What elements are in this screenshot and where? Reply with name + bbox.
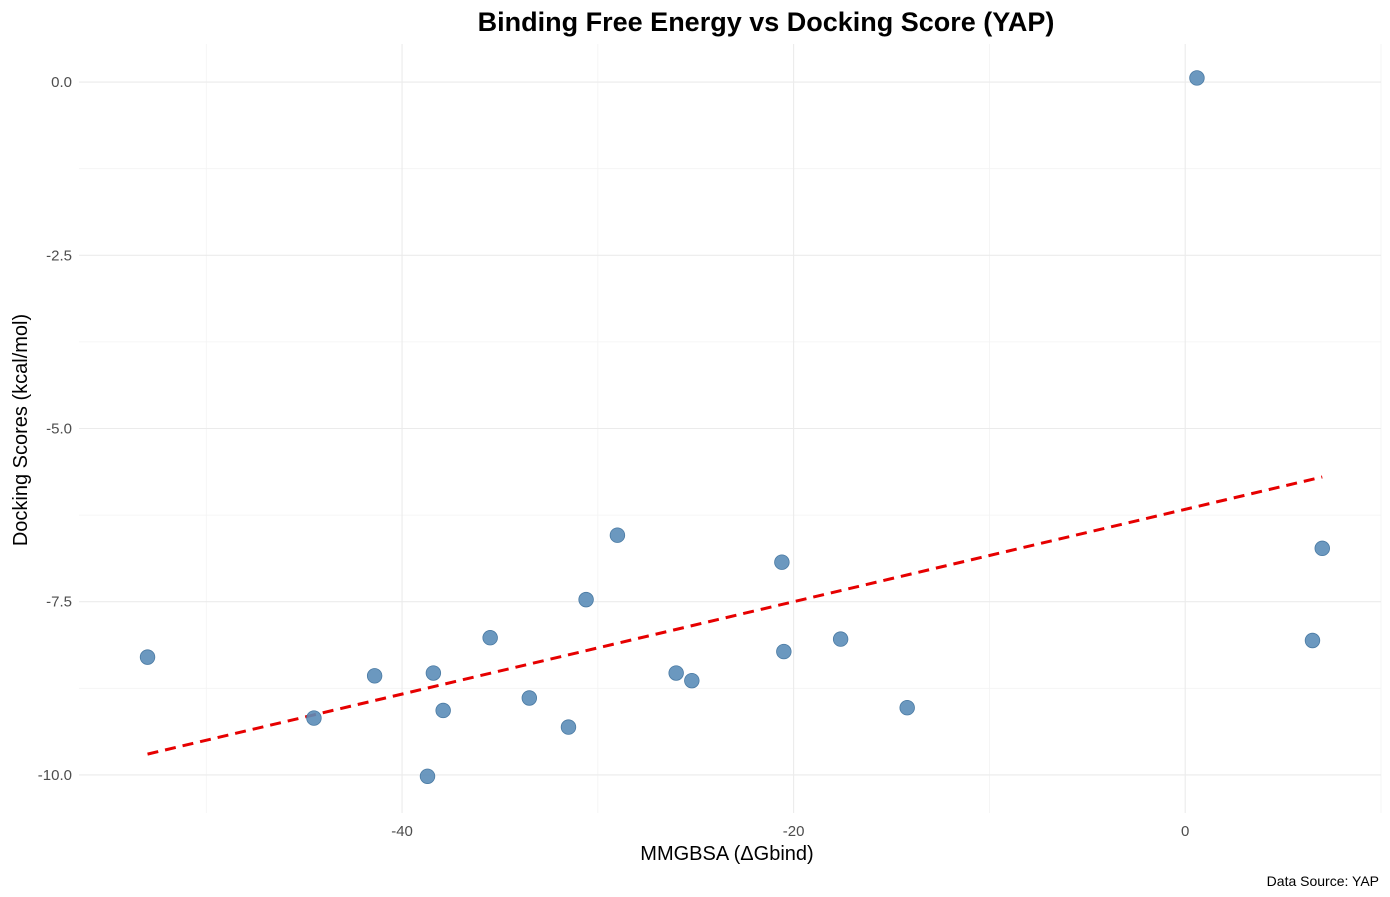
- x-axis-label: MMGBSA (ΔGbind): [640, 843, 813, 865]
- data-point: [521, 690, 538, 706]
- data-point: [776, 643, 792, 660]
- x-tick-labels: -40 -20 0: [391, 823, 1189, 840]
- x-tick-label: -40: [391, 823, 413, 840]
- y-tick-label: -10.0: [38, 767, 72, 784]
- data-point: [1314, 540, 1330, 557]
- data-point: [366, 668, 383, 684]
- data-point: [684, 672, 700, 689]
- x-tick-label: -20: [783, 823, 805, 840]
- chart-title: Binding Free Energy vs Docking Score (YA…: [478, 7, 1055, 37]
- points-layer: [139, 70, 1330, 784]
- y-tick-labels: 0.0 -2.5 -5.0 -7.5 -10.0: [38, 74, 72, 784]
- data-point: [419, 768, 436, 784]
- data-point: [139, 649, 156, 665]
- y-tick-label: -2.5: [46, 247, 72, 264]
- data-point: [774, 554, 790, 570]
- data-point: [425, 665, 442, 681]
- data-point: [578, 591, 594, 608]
- data-source-caption: Data Source: YAP: [1267, 873, 1379, 889]
- data-point: [899, 699, 915, 716]
- y-tick-label: -5.0: [46, 421, 72, 438]
- trend-line-layer: [147, 475, 1323, 756]
- grid: [79, 44, 1382, 813]
- y-axis-label: Docking Scores (kcal/mol): [10, 314, 32, 546]
- trend-line: [147, 475, 1323, 756]
- data-point: [668, 665, 684, 681]
- data-point: [560, 719, 577, 735]
- data-point: [1304, 632, 1321, 649]
- x-tick-label: 0: [1181, 823, 1189, 840]
- data-point: [832, 631, 849, 647]
- data-point: [306, 710, 322, 726]
- data-point: [482, 630, 498, 646]
- data-point: [609, 527, 626, 543]
- y-tick-label: -7.5: [46, 594, 72, 611]
- data-point: [435, 702, 451, 719]
- data-point: [1189, 70, 1205, 86]
- y-tick-label: 0.0: [51, 74, 72, 91]
